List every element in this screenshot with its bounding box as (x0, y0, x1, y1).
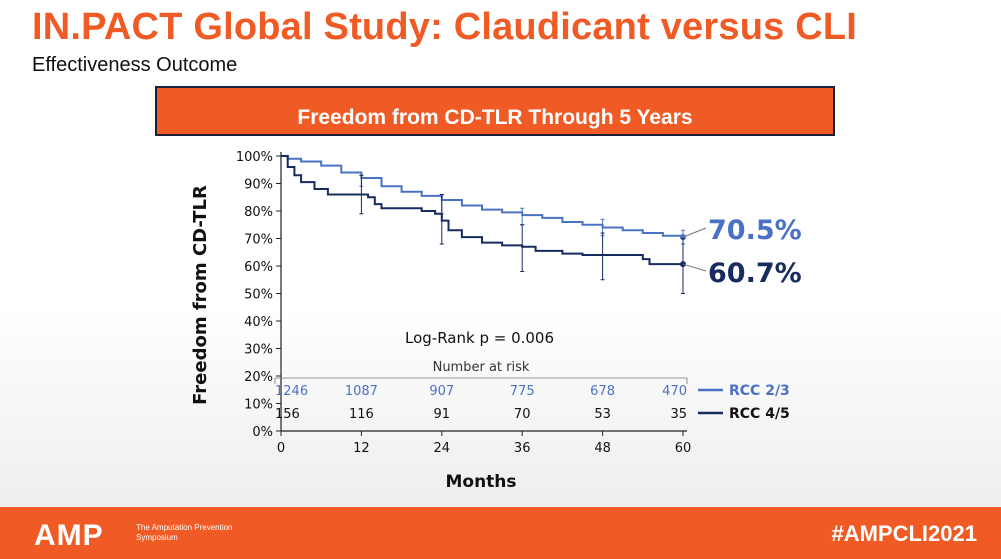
log-rank-annotation: Log-Rank p = 0.006 (405, 329, 554, 347)
slide-subtitle: Effectiveness Outcome (32, 54, 238, 76)
at-risk-count: 116 (349, 407, 374, 422)
x-tick-label: 24 (434, 441, 451, 456)
y-tick-label: 60% (244, 260, 273, 275)
label-leader (682, 263, 707, 272)
slide-title: IN.PACT Global Study: Claudicant versus … (32, 6, 858, 48)
x-axis-label: Months (445, 472, 516, 492)
y-tick-label: 50% (244, 288, 273, 303)
y-tick-label: 40% (244, 315, 273, 330)
at-risk-count: 907 (429, 384, 454, 399)
y-tick-label: 70% (244, 233, 273, 248)
org-name: The Amputation Prevention Symposium (136, 523, 233, 542)
x-tick-label: 60 (675, 441, 692, 456)
x-tick-label: 12 (353, 441, 370, 456)
y-tick-label: 80% (244, 205, 273, 220)
y-tick-label: 10% (244, 398, 273, 413)
x-tick-label: 36 (514, 441, 531, 456)
y-axis-label: Freedom from CD-TLR (190, 185, 211, 405)
at-risk-count: 470 (662, 384, 687, 399)
y-tick-label: 90% (244, 178, 273, 193)
y-tick-label: 30% (244, 343, 273, 358)
footer-bar: AMP The Amputation Prevention Symposium … (0, 507, 1001, 559)
y-tick-label: 100% (236, 150, 273, 165)
y-tick-label: 0% (252, 425, 273, 440)
km-chart: 0% 10% 20% 30% 40% 50% 60% 70% 80% 90% 100% 0 12 24 36… (190, 150, 802, 492)
at-risk-count: 91 (434, 407, 451, 422)
at-risk-count: 35 (670, 407, 687, 422)
chart-banner: Freedom from CD-TLR Through 5 Years (155, 86, 835, 136)
hashtag: #AMPCLI2021 (831, 521, 977, 546)
at-risk-count: 678 (590, 384, 615, 399)
at-risk-count: 1087 (345, 384, 378, 399)
series-line-rcc23 (281, 155, 684, 238)
x-tick-label: 48 (594, 441, 611, 456)
legend-label: RCC 2/3 (729, 383, 790, 399)
x-tick-label: 0 (277, 441, 285, 456)
risk-table-title: Number at risk (433, 360, 530, 375)
chart-title: Freedom from CD-TLR Through 5 Years (297, 106, 693, 129)
label-leader (682, 227, 707, 238)
final-value-label: 70.5% (708, 215, 802, 246)
legend-label: RCC 4/5 (729, 406, 790, 422)
at-risk-count: 156 (275, 407, 300, 422)
at-risk-count: 70 (514, 407, 531, 422)
y-tick-label: 20% (244, 370, 273, 385)
amp-logo: AMP (34, 519, 104, 552)
final-value-label: 60.7% (708, 258, 802, 289)
at-risk-count: 53 (594, 407, 611, 422)
at-risk-count: 1246 (275, 384, 308, 399)
at-risk-count: 775 (510, 384, 535, 399)
series-line-rcc45 (281, 155, 683, 266)
